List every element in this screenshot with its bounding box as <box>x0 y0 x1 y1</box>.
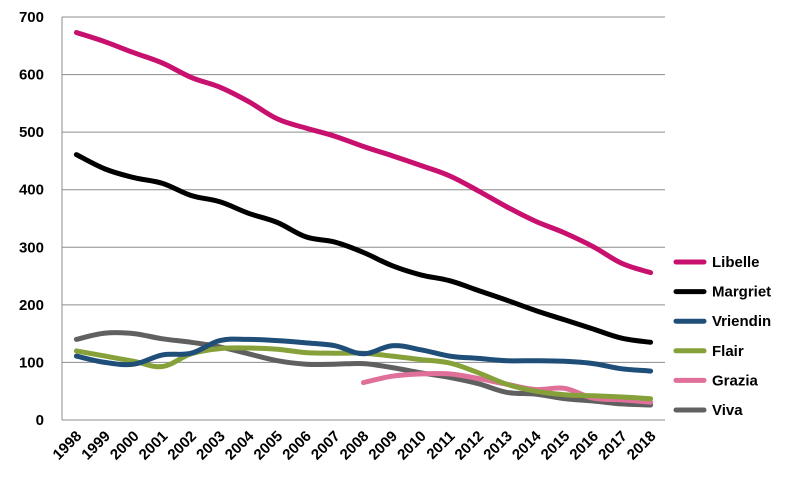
x-tick-label: 2009 <box>365 428 401 464</box>
x-tick-label: 2006 <box>279 428 315 464</box>
legend-label-margriet: Margriet <box>712 284 771 301</box>
x-tick-label: 2014 <box>509 427 545 463</box>
x-tick-label: 1998 <box>50 428 86 464</box>
x-tick-label: 2018 <box>624 428 660 464</box>
x-tick-label: 2000 <box>107 428 143 464</box>
x-tick-label: 2016 <box>566 428 602 464</box>
x-tick-label: 2011 <box>423 428 458 463</box>
series-line-vriendin <box>73 336 654 374</box>
x-tick-label: 2007 <box>308 428 344 464</box>
legend-label-grazia: Grazia <box>712 372 759 389</box>
x-axis-ticks: 1998199920002001200220032004200520062007… <box>50 427 660 463</box>
y-axis-ticks: 0 100 200 300 400 500 600 700 <box>19 9 44 429</box>
legend-label-viva: Viva <box>712 402 743 419</box>
x-tick-label: 2017 <box>595 428 631 464</box>
x-tick-label: 2001 <box>136 428 172 464</box>
y-tick-label: 600 <box>19 67 44 84</box>
x-tick-label: 1999 <box>78 428 114 464</box>
y-tick-label: 300 <box>19 239 44 256</box>
y-tick-label: 400 <box>19 182 44 199</box>
series-line-viva <box>73 330 654 408</box>
y-tick-label: 700 <box>19 9 44 26</box>
x-tick-label: 2015 <box>538 428 574 464</box>
x-tick-label: 2004 <box>222 427 258 463</box>
y-tick-label: 0 <box>36 412 44 429</box>
legend: Libelle Margriet Vriendin Flair Grazia Viva <box>673 254 771 419</box>
series-lines <box>73 30 654 408</box>
legend-label-libelle: Libelle <box>712 254 760 271</box>
x-tick-label: 2010 <box>394 428 430 464</box>
legend-label-vriendin: Vriendin <box>712 313 771 330</box>
x-tick-label: 2002 <box>164 428 200 464</box>
y-tick-label: 500 <box>19 124 44 141</box>
series-line-margriet <box>73 152 654 345</box>
x-tick-label: 2012 <box>452 428 488 464</box>
x-tick-label: 2008 <box>337 428 373 464</box>
series-line-libelle <box>73 30 654 276</box>
x-tick-label: 2013 <box>480 428 516 464</box>
legend-label-flair: Flair <box>712 343 744 360</box>
y-tick-label: 200 <box>19 297 44 314</box>
y-tick-label: 100 <box>19 354 44 371</box>
x-tick-label: 2005 <box>251 428 287 464</box>
gridlines <box>61 16 665 421</box>
x-tick-label: 2003 <box>193 428 229 464</box>
